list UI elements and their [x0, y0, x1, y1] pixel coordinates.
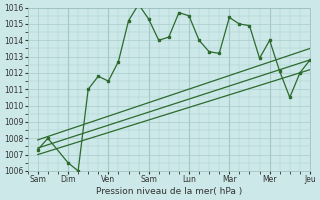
- X-axis label: Pression niveau de la mer( hPa ): Pression niveau de la mer( hPa ): [96, 187, 242, 196]
